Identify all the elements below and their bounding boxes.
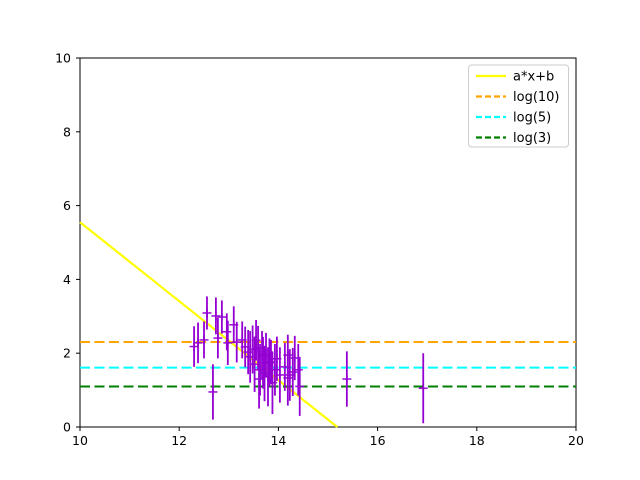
errorbar-point [295, 356, 305, 416]
errorbar-point [270, 343, 280, 396]
errorbar-point [275, 347, 285, 403]
legend-label: log(10) [513, 90, 560, 105]
errorbar-point [418, 353, 428, 424]
errorbar-point [342, 351, 352, 407]
trend-line [79, 221, 339, 428]
x-tick-label: 18 [469, 433, 485, 448]
errorbar-point [217, 300, 227, 334]
errorbar-point [232, 321, 242, 363]
errorbar-point [211, 297, 221, 335]
errorbar-point [193, 322, 203, 364]
legend: a*x+b log(10) log(5) log(3) [468, 64, 569, 148]
errorbar-series [189, 296, 428, 424]
errorbar-point [202, 296, 212, 330]
y-tick-label: 6 [63, 198, 71, 213]
errorbar-point [199, 321, 209, 359]
legend-entry: log(10) [476, 90, 560, 105]
errorbar-point [208, 364, 218, 420]
x-tick-label: 12 [171, 433, 187, 448]
errorbar-point [288, 348, 298, 397]
errorbar-point [213, 317, 223, 359]
x-tick-label: 20 [568, 433, 584, 448]
errorbar-point [222, 313, 232, 351]
legend-entry: a*x+b [476, 70, 554, 85]
legend-label: a*x+b [513, 70, 554, 85]
legend-label: log(5) [513, 111, 551, 126]
y-tick-label: 8 [63, 124, 71, 139]
y-tick-label: 10 [55, 51, 71, 66]
y-tick-label: 4 [63, 272, 71, 287]
errorbar-point [266, 339, 276, 385]
legend-entry: log(3) [476, 131, 551, 146]
errorbar-point [253, 325, 263, 371]
x-tick-label: 16 [370, 433, 386, 448]
axes-frame [79, 57, 577, 428]
legend-label: log(3) [513, 131, 551, 146]
errorbar-point [223, 320, 233, 366]
y-tick-label: 2 [63, 346, 71, 361]
x-tick-label: 14 [270, 433, 286, 448]
x-tick-label: 10 [72, 433, 88, 448]
legend-entry: log(5) [476, 111, 551, 126]
legend-box [468, 64, 569, 148]
y-tick-label: 0 [63, 420, 71, 435]
errorbar-point [251, 319, 261, 361]
